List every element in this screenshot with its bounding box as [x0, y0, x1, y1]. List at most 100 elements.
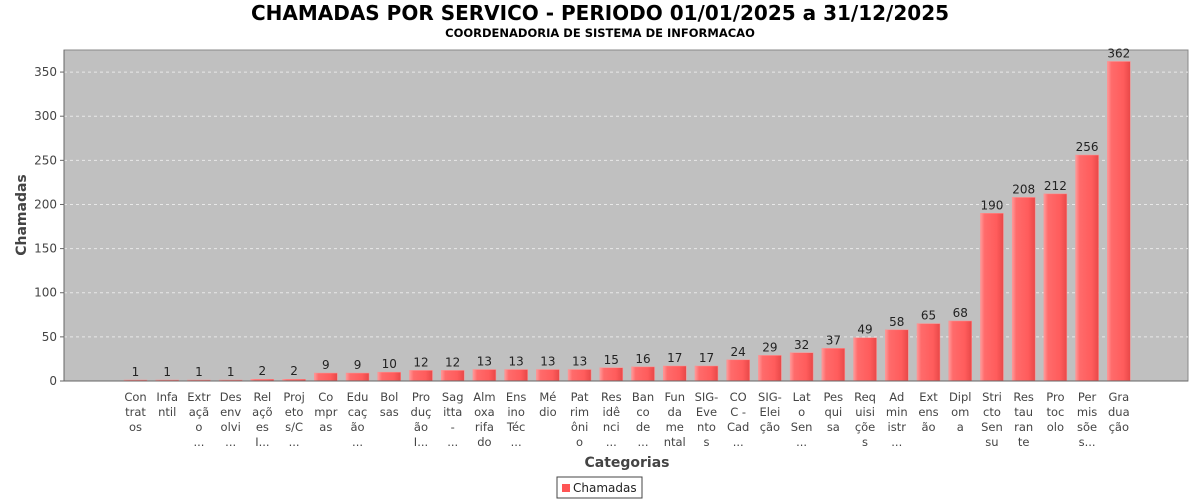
bar: [662, 365, 687, 382]
category-label: caç: [348, 405, 368, 419]
data-label: 24: [731, 345, 746, 359]
y-tick-label: 0: [49, 374, 57, 388]
y-tick-label: 100: [34, 286, 57, 300]
category-label: o: [798, 405, 805, 419]
data-label: 32: [794, 338, 809, 352]
category-label: s/C: [285, 420, 303, 434]
category-label: olvi: [221, 420, 241, 434]
category-label: ção: [760, 420, 780, 434]
category-label: trat: [125, 405, 146, 419]
category-label: o: [576, 435, 583, 449]
category-label: s: [862, 435, 868, 449]
data-label: 256: [1076, 140, 1099, 154]
chart-subtitle: COORDENADORIA DE SISTEMA DE INFORMACAO: [445, 26, 755, 40]
category-label: Res: [601, 390, 622, 404]
category-label: ran: [1014, 420, 1033, 434]
data-label: 9: [354, 358, 362, 372]
category-label: ão: [414, 420, 428, 434]
category-label: Res: [1013, 390, 1034, 404]
category-label: qui: [824, 405, 842, 419]
category-label: Cad: [727, 420, 749, 434]
data-label: 13: [572, 355, 587, 369]
bar: [916, 323, 941, 382]
category-label: ino: [507, 405, 525, 419]
category-label: SIG-: [695, 390, 719, 404]
bar: [504, 369, 528, 382]
category-label: Ad: [889, 390, 904, 404]
category-label: eto: [285, 405, 304, 419]
data-label: 9: [322, 358, 330, 372]
y-tick-label: 200: [34, 197, 57, 211]
y-axis-ticks: 0 50 100 150 200 250 300 350: [34, 65, 64, 388]
category-label: env: [220, 405, 241, 419]
category-label: cto: [983, 405, 1001, 419]
category-label: Per: [1078, 390, 1097, 404]
category-label: sõe: [1077, 420, 1097, 434]
category-label: Des: [220, 390, 242, 404]
category-label: açã: [189, 405, 209, 419]
value-labels: 1 1 1 1 2 2 9 9 10 12 12 13 13 13 13 15 16 17 17 24 29 32 3749…: [132, 46, 1131, 379]
bar: [536, 369, 560, 382]
legend-box: [556, 476, 643, 499]
legend-label: Chamadas: [573, 481, 637, 495]
data-label: 208: [1012, 182, 1035, 196]
category-label: ão: [350, 420, 364, 434]
category-label: rim: [570, 405, 589, 419]
category-label: tau: [1014, 405, 1033, 419]
category-label: I...: [255, 435, 269, 449]
data-label: 190: [980, 198, 1003, 212]
y-tick-label: 150: [34, 242, 57, 256]
bar: [1011, 197, 1036, 382]
data-label: 29: [762, 340, 777, 354]
category-label: istr: [888, 420, 907, 434]
category-label: Rel: [254, 390, 272, 404]
category-label: ntil: [158, 405, 176, 419]
category-label: -: [451, 420, 455, 434]
data-label: 12: [445, 355, 460, 369]
bar: [567, 369, 592, 382]
bar: [631, 366, 655, 382]
category-label: Pro: [1046, 390, 1064, 404]
category-label: ção: [1109, 420, 1129, 434]
category-label: ...: [225, 435, 236, 449]
category-label: uisi: [855, 405, 875, 419]
category-label: ...: [733, 435, 744, 449]
category-label: as: [319, 420, 332, 434]
data-label: 58: [889, 315, 904, 329]
data-label: 65: [921, 309, 936, 323]
category-label: Eve: [696, 405, 717, 419]
bar: [1075, 154, 1099, 382]
category-label: ntal: [664, 435, 686, 449]
x-axis-label: Categorias: [584, 455, 669, 471]
data-label: 37: [826, 333, 841, 347]
category-label: ...: [606, 435, 617, 449]
category-label: Ens: [506, 390, 527, 404]
y-tick-label: 350: [34, 65, 57, 79]
data-label: 10: [382, 357, 397, 371]
category-label: os: [129, 420, 142, 434]
category-label: te: [1018, 435, 1030, 449]
category-label: o: [195, 420, 202, 434]
bar: [599, 367, 624, 382]
category-label: CO: [730, 390, 747, 404]
category-label: nci: [603, 420, 620, 434]
legend: Chamadas: [556, 476, 643, 499]
category-label: Pes: [824, 390, 844, 404]
category-label: toc: [1046, 405, 1064, 419]
category-label: co: [636, 405, 649, 419]
category-label: om: [951, 405, 969, 419]
category-label: Lat: [793, 390, 811, 404]
data-label: 1: [132, 365, 140, 379]
bar: [789, 352, 814, 382]
category-label: su: [985, 435, 998, 449]
category-label: nto: [697, 420, 716, 434]
category-label: olo: [1047, 420, 1064, 434]
category-label: ens: [918, 405, 938, 419]
category-label: s: [703, 435, 709, 449]
bar: [440, 370, 465, 382]
category-label: Stri: [982, 390, 1002, 404]
category-label: Pro: [412, 390, 430, 404]
data-label: 2: [290, 364, 298, 378]
category-label: Alm: [473, 390, 495, 404]
